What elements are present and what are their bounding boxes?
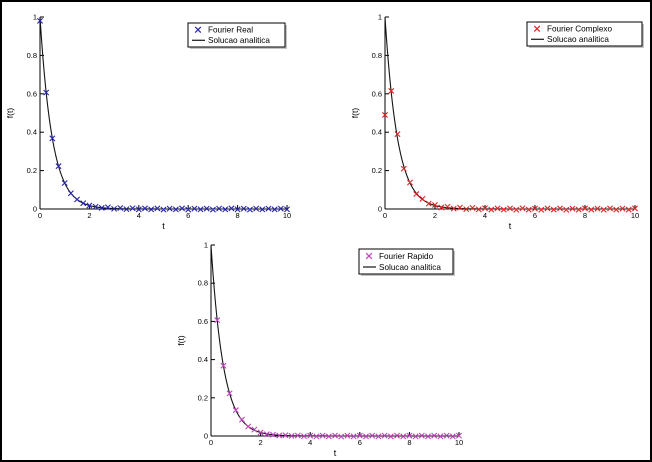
x-tick-label: 2 <box>433 211 437 220</box>
legend-label: Fourier Complexo <box>547 25 613 34</box>
y-tick-label: 0.4 <box>198 355 208 364</box>
y-tick-label: 0.6 <box>198 317 208 326</box>
legend-label: Fourier Real <box>208 26 253 35</box>
legend-label: Solucao analitica <box>379 263 441 272</box>
legend: Fourier Rapido Solucao analitica <box>358 248 455 276</box>
x-tick-label: 10 <box>631 211 639 220</box>
y-axis-title: f(t) <box>176 335 186 346</box>
y-tick-label: 0 <box>378 205 382 214</box>
subplot-fourier-real: 0 2 4 6 8 10 0 0.2 0.4 0.6 0.8 1 t f(t) Fourier Real So… <box>2 2 328 233</box>
axis-labels: 0 2 4 6 8 10 0 0.2 0.4 0.6 0.8 1 t f(t) <box>176 241 463 459</box>
legend-label: Solucao analitica <box>208 36 270 45</box>
axis-labels: 0 2 4 6 8 10 0 0.2 0.4 0.6 0.8 1 t f(t) <box>5 13 291 232</box>
fourier-marker-series <box>382 87 638 213</box>
y-tick-label: 0 <box>204 432 208 441</box>
x-axis-title: t <box>334 448 337 458</box>
y-tick-label: 1 <box>378 13 382 22</box>
legend-box <box>526 21 643 47</box>
legend-label: Solucao analitica <box>547 35 609 44</box>
plot-fourier-real: 0 2 4 6 8 10 0 0.2 0.4 0.6 0.8 1 t f(t) Fourier RealSo… <box>5 13 291 232</box>
x-tick-label: 0 <box>38 211 42 220</box>
x-tick-label: 10 <box>455 438 463 447</box>
y-tick-label: 1 <box>33 13 37 22</box>
x-tick-label: 6 <box>533 211 537 220</box>
y-tick-label: 0.4 <box>27 128 37 137</box>
axis-labels: 0 2 4 6 8 10 0 0.2 0.4 0.6 0.8 1 t f(t) <box>350 13 639 232</box>
fourier-marker-series <box>214 317 462 440</box>
x-tick-label: 6 <box>186 211 190 220</box>
y-tick-label: 0 <box>33 205 37 214</box>
legend-box <box>358 248 454 275</box>
x-axis-title: t <box>509 221 512 231</box>
plot-fourier-rapido: 0 2 4 6 8 10 0 0.2 0.4 0.6 0.8 1 t f(t) Fourier Rapido… <box>176 241 463 459</box>
legend-x-marker-icon <box>365 252 373 260</box>
plot-fourier-complexo: 0 2 4 6 8 10 0 0.2 0.4 0.6 0.8 1 t f(t) Fourier Comple… <box>350 13 644 232</box>
y-tick-label: 0.6 <box>27 89 37 98</box>
y-tick-label: 0.6 <box>372 89 382 98</box>
y-tick-label: 0.8 <box>198 279 208 288</box>
x-tick-label: 0 <box>209 438 213 447</box>
x-tick-label: 0 <box>383 211 387 220</box>
y-axis-title: f(t) <box>5 108 15 119</box>
x-tick-label: 6 <box>358 438 362 447</box>
y-tick-label: 0.8 <box>27 51 37 60</box>
legend-x-marker-icon <box>194 26 202 33</box>
x-axis-title: t <box>162 221 165 231</box>
legend-x-marker-icon <box>533 25 541 32</box>
y-axis-title: f(t) <box>350 108 360 119</box>
x-tick-label: 4 <box>483 211 487 220</box>
x-tick-label: 8 <box>583 211 587 220</box>
y-tick-label: 1 <box>204 241 208 250</box>
x-tick-label: 4 <box>308 438 312 447</box>
legend-label: Fourier Rapido <box>379 252 434 261</box>
x-tick-label: 2 <box>259 438 263 447</box>
y-tick-label: 0.2 <box>198 393 208 402</box>
legend-box <box>187 22 286 48</box>
y-tick-label: 0.2 <box>372 166 382 175</box>
x-tick-label: 8 <box>407 438 411 447</box>
x-tick-label: 2 <box>87 211 91 220</box>
subplot-fourier-rapido: 0 2 4 6 8 10 0 0.2 0.4 0.6 0.8 1 t f(t) Fourier Rapido… <box>165 233 491 460</box>
x-tick-label: 10 <box>283 211 291 220</box>
x-tick-label: 8 <box>236 211 240 220</box>
y-tick-label: 0.2 <box>27 166 37 175</box>
y-tick-label: 0.8 <box>372 51 382 60</box>
fourier-marker-series <box>37 17 290 213</box>
subplot-fourier-complexo: 0 2 4 6 8 10 0 0.2 0.4 0.6 0.8 1 t f(t) Fourier Comple… <box>328 2 650 233</box>
y-tick-label: 0.4 <box>372 128 382 137</box>
x-tick-label: 4 <box>137 211 141 220</box>
